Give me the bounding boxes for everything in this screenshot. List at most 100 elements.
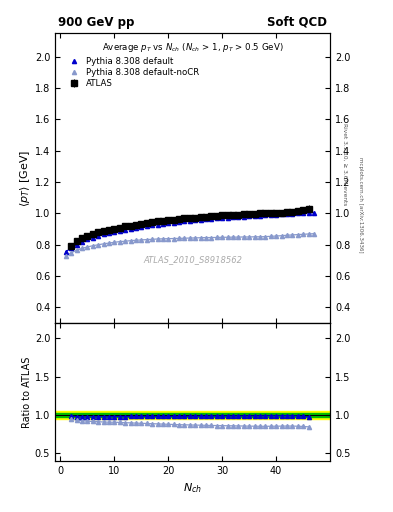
Pythia 8.308 default-noCR xyxy=(96,242,101,248)
Pythia 8.308 default xyxy=(171,220,176,226)
Text: Rivet 3.1.10, ≥ 3.6M events: Rivet 3.1.10, ≥ 3.6M events xyxy=(342,123,347,205)
Pythia 8.308 default xyxy=(285,211,289,217)
Y-axis label: Ratio to ATLAS: Ratio to ATLAS xyxy=(22,356,32,428)
Pythia 8.308 default xyxy=(252,213,257,219)
Pythia 8.308 default-noCR xyxy=(166,236,171,242)
Pythia 8.308 default-noCR xyxy=(263,233,268,240)
Text: Soft QCD: Soft QCD xyxy=(267,16,327,29)
Pythia 8.308 default-noCR xyxy=(139,237,144,243)
Pythia 8.308 default-noCR xyxy=(112,239,117,245)
Pythia 8.308 default xyxy=(274,211,279,218)
Pythia 8.308 default xyxy=(112,229,117,235)
Pythia 8.308 default xyxy=(306,210,311,216)
Pythia 8.308 default-noCR xyxy=(231,234,235,240)
Pythia 8.308 default-noCR xyxy=(80,245,84,251)
Pythia 8.308 default xyxy=(312,209,316,216)
Pythia 8.308 default xyxy=(166,220,171,226)
Pythia 8.308 default-noCR xyxy=(155,236,160,242)
Pythia 8.308 default xyxy=(204,217,208,223)
Pythia 8.308 default-noCR xyxy=(118,239,122,245)
Y-axis label: $\langle p_T \rangle$ [GeV]: $\langle p_T \rangle$ [GeV] xyxy=(18,150,32,207)
Pythia 8.308 default-noCR xyxy=(90,243,95,249)
Pythia 8.308 default xyxy=(150,222,154,228)
Text: mcplots.cern.ch [arXiv:1306.3436]: mcplots.cern.ch [arXiv:1306.3436] xyxy=(358,157,363,252)
Pythia 8.308 default xyxy=(107,230,111,236)
Legend: Pythia 8.308 default, Pythia 8.308 default-noCR, ATLAS: Pythia 8.308 default, Pythia 8.308 defau… xyxy=(65,55,201,90)
Pythia 8.308 default-noCR xyxy=(74,247,79,253)
Pythia 8.308 default-noCR xyxy=(296,231,300,238)
Pythia 8.308 default-noCR xyxy=(306,231,311,237)
Pythia 8.308 default xyxy=(268,212,273,218)
Pythia 8.308 default xyxy=(301,210,305,216)
Pythia 8.308 default xyxy=(80,239,84,245)
Pythia 8.308 default-noCR xyxy=(204,234,208,241)
Pythia 8.308 default xyxy=(187,218,192,224)
Pythia 8.308 default-noCR xyxy=(107,240,111,246)
Pythia 8.308 default-noCR xyxy=(236,234,241,240)
Pythia 8.308 default-noCR xyxy=(198,234,203,241)
Pythia 8.308 default-noCR xyxy=(279,232,284,239)
Pythia 8.308 default xyxy=(161,221,165,227)
Pythia 8.308 default xyxy=(279,211,284,218)
Pythia 8.308 default xyxy=(296,210,300,217)
Pythia 8.308 default xyxy=(241,214,246,220)
Pythia 8.308 default-noCR xyxy=(187,235,192,241)
Text: Average $p_T$ vs $N_{ch}$ ($N_{ch}$ > 1, $p_T$ > 0.5 GeV): Average $p_T$ vs $N_{ch}$ ($N_{ch}$ > 1,… xyxy=(102,40,283,54)
Pythia 8.308 default xyxy=(177,219,182,225)
Pythia 8.308 default xyxy=(182,219,187,225)
Bar xyxy=(55,413,330,417)
Pythia 8.308 default xyxy=(209,216,214,222)
Pythia 8.308 default-noCR xyxy=(215,234,219,241)
Pythia 8.308 default-noCR xyxy=(220,234,224,240)
Pythia 8.308 default xyxy=(231,214,235,220)
Pythia 8.308 default-noCR xyxy=(69,250,73,256)
Pythia 8.308 default-noCR xyxy=(144,237,149,243)
Pythia 8.308 default-noCR xyxy=(123,238,127,244)
Pythia 8.308 default xyxy=(155,222,160,228)
Pythia 8.308 default xyxy=(90,234,95,241)
Pythia 8.308 default-noCR xyxy=(209,234,214,241)
Pythia 8.308 default xyxy=(263,212,268,219)
Pythia 8.308 default xyxy=(258,212,263,219)
Pythia 8.308 default xyxy=(193,217,198,223)
Pythia 8.308 default-noCR xyxy=(247,234,252,240)
Pythia 8.308 default-noCR xyxy=(312,230,316,237)
Text: 900 GeV pp: 900 GeV pp xyxy=(58,16,134,29)
Pythia 8.308 default xyxy=(290,211,295,217)
Pythia 8.308 default-noCR xyxy=(101,241,106,247)
Pythia 8.308 default xyxy=(85,237,90,243)
Pythia 8.308 default xyxy=(69,245,73,251)
Pythia 8.308 default-noCR xyxy=(285,232,289,238)
Pythia 8.308 default-noCR xyxy=(241,234,246,240)
Pythia 8.308 default xyxy=(225,215,230,221)
Pythia 8.308 default-noCR xyxy=(161,236,165,242)
Pythia 8.308 default-noCR xyxy=(177,236,182,242)
Pythia 8.308 default xyxy=(118,228,122,234)
Pythia 8.308 default-noCR xyxy=(301,231,305,238)
Pythia 8.308 default-noCR xyxy=(225,234,230,240)
Pythia 8.308 default xyxy=(96,233,101,239)
Pythia 8.308 default-noCR xyxy=(134,237,138,243)
Pythia 8.308 default-noCR xyxy=(171,236,176,242)
Pythia 8.308 default xyxy=(101,231,106,238)
Pythia 8.308 default-noCR xyxy=(150,236,154,242)
Pythia 8.308 default xyxy=(123,226,127,232)
Pythia 8.308 default xyxy=(74,242,79,248)
Pythia 8.308 default xyxy=(215,216,219,222)
Pythia 8.308 default xyxy=(220,215,224,221)
Pythia 8.308 default-noCR xyxy=(268,233,273,240)
Pythia 8.308 default xyxy=(139,224,144,230)
Pythia 8.308 default xyxy=(128,226,133,232)
Bar xyxy=(55,411,330,419)
Pythia 8.308 default-noCR xyxy=(85,244,90,250)
X-axis label: $N_{ch}$: $N_{ch}$ xyxy=(183,481,202,495)
Pythia 8.308 default xyxy=(134,225,138,231)
Line: Pythia 8.308 default: Pythia 8.308 default xyxy=(64,210,316,254)
Pythia 8.308 default-noCR xyxy=(63,253,68,260)
Pythia 8.308 default xyxy=(247,213,252,219)
Pythia 8.308 default-noCR xyxy=(128,238,133,244)
Pythia 8.308 default-noCR xyxy=(258,233,263,240)
Pythia 8.308 default-noCR xyxy=(252,233,257,240)
Pythia 8.308 default xyxy=(236,214,241,220)
Pythia 8.308 default xyxy=(144,223,149,229)
